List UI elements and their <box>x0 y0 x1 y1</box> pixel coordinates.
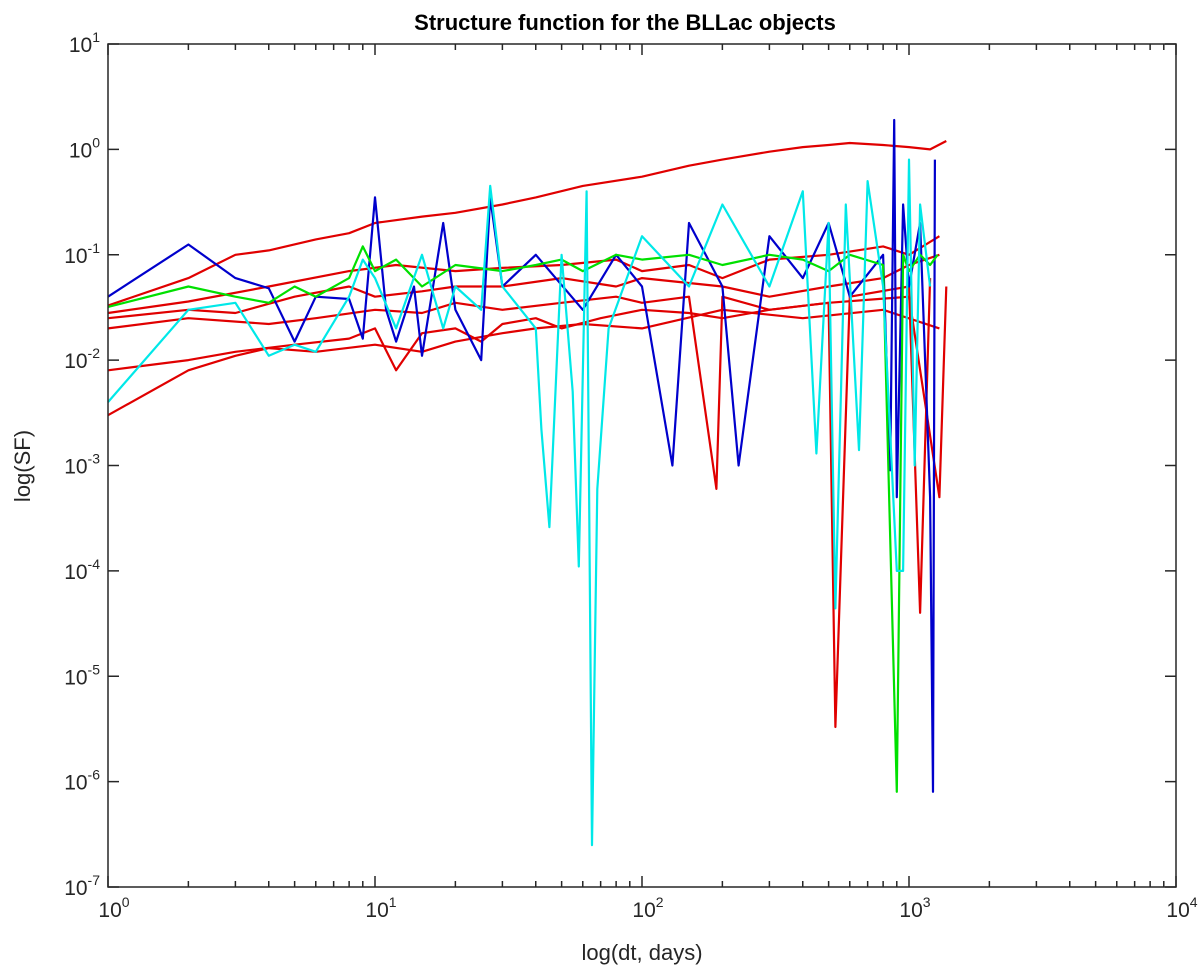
y-tick-label: 101 <box>69 29 100 57</box>
series-line-3 <box>107 253 940 320</box>
y-tick-label: 10-5 <box>64 661 100 689</box>
plot-area-frame <box>107 43 1177 888</box>
x-tick-label: 100 <box>98 894 129 922</box>
ticks-layer: 100 101 102 103 104 10-7 10-6 10-5 10-4 10-3 10-2 1… <box>64 29 1198 922</box>
y-tick-label: 10-1 <box>64 240 100 268</box>
series-line-7 <box>107 118 937 793</box>
x-tick-label: 103 <box>899 894 930 922</box>
y-tick-label: 10-2 <box>64 345 100 373</box>
series-line-8 <box>107 245 939 793</box>
y-tick-label: 10-7 <box>64 872 100 900</box>
x-tick-label: 101 <box>365 894 396 922</box>
y-tick-label: 10-4 <box>64 556 100 584</box>
series-line-1 <box>107 140 947 307</box>
series-line-2 <box>107 235 940 315</box>
series-line-9 <box>107 158 932 847</box>
y-axis-label: log(SF) <box>10 430 35 502</box>
y-tick-label: 10-6 <box>64 767 100 795</box>
series-layer <box>107 118 948 847</box>
chart-title: Structure function for the BLLac objects <box>414 10 836 35</box>
x-axis-label: log(dt, days) <box>581 940 702 965</box>
y-tick-label: 10-3 <box>64 451 100 479</box>
series-line-6 <box>107 308 940 417</box>
series-line-4 <box>107 278 932 729</box>
y-tick-label: 100 <box>69 134 100 162</box>
x-tick-label: 102 <box>632 894 663 922</box>
x-tick-label: 104 <box>1166 894 1197 922</box>
